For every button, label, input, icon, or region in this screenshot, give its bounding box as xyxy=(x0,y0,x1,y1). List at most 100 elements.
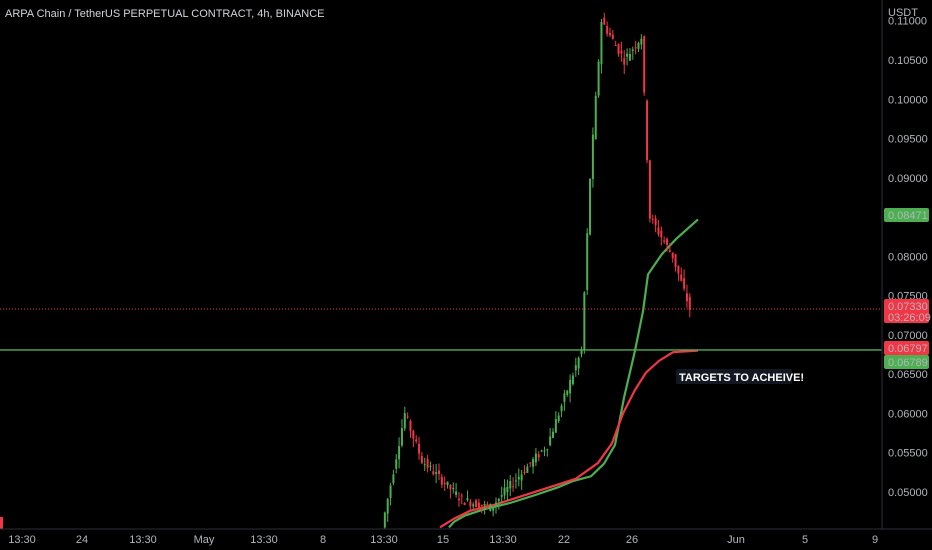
candle-body xyxy=(643,36,646,93)
candle-body xyxy=(597,61,600,96)
candle-body xyxy=(418,443,421,454)
candle-body xyxy=(680,274,683,281)
candle-body xyxy=(631,49,634,51)
candle-body xyxy=(395,459,398,469)
candle-body xyxy=(475,500,478,508)
candle-body xyxy=(549,436,552,446)
candle-body xyxy=(409,420,412,431)
candle-body xyxy=(415,439,418,442)
candle-body xyxy=(586,233,589,290)
time-tick-label: 24 xyxy=(76,534,88,546)
candle-body xyxy=(620,50,623,54)
candle-body xyxy=(483,503,486,506)
candle-body xyxy=(640,38,643,45)
candle-body xyxy=(557,415,560,421)
candle-body xyxy=(526,466,529,473)
candle-body xyxy=(646,100,649,161)
time-tick-label: 13:30 xyxy=(8,534,36,546)
candle-body xyxy=(614,45,617,47)
candle-body xyxy=(435,472,438,474)
price-badge-label: 0.07330 xyxy=(888,301,928,313)
candle-body xyxy=(600,22,603,65)
candle-body xyxy=(469,501,472,507)
candle-body xyxy=(654,218,657,226)
time-tick-label: 13:30 xyxy=(370,534,398,546)
time-tick-label: 15 xyxy=(437,534,449,546)
candle-body xyxy=(0,517,3,529)
time-tick-label: 13:30 xyxy=(489,534,517,546)
candle-body xyxy=(657,227,660,235)
time-axis[interactable]: 13:30 24 13:30 May 13:30 8 13:30 15 13:30 22 26 Jun… xyxy=(0,528,932,550)
candle-body xyxy=(666,238,668,245)
candle-body xyxy=(406,416,409,418)
target-horizontal-line[interactable] xyxy=(0,308,882,351)
price-tick-label: 0.06500 xyxy=(888,369,928,381)
candle-body xyxy=(392,474,395,484)
candle-body xyxy=(426,459,429,468)
candle-body xyxy=(623,58,626,65)
time-tick-label: 26 xyxy=(626,534,638,546)
candle-body xyxy=(492,506,495,511)
time-tick-label: 13:30 xyxy=(129,534,157,546)
candle-body xyxy=(543,450,546,452)
candle-body xyxy=(506,486,509,493)
price-tick-label: 0.06000 xyxy=(888,408,928,420)
price-tick-label: 0.07000 xyxy=(888,330,928,342)
price-axis[interactable]: 0.110000.105000.100000.095000.090000.085… xyxy=(881,0,932,550)
candle-body xyxy=(480,504,483,507)
candle-body xyxy=(463,502,466,506)
price-badge xyxy=(884,355,929,369)
candle-body xyxy=(386,498,389,514)
candle-body xyxy=(466,498,469,501)
candle-body xyxy=(609,32,611,36)
candle-body xyxy=(460,495,463,497)
candle-body xyxy=(398,446,401,460)
candle-body xyxy=(660,230,663,238)
candle-body xyxy=(423,464,426,466)
candle-body xyxy=(432,471,435,475)
candlesticks xyxy=(0,12,691,530)
time-tick-label: 9 xyxy=(872,534,878,546)
candle-body xyxy=(540,450,543,452)
candle-body xyxy=(455,491,458,495)
candle-body xyxy=(603,17,606,25)
candle-body xyxy=(523,471,526,474)
candle-body xyxy=(577,357,580,369)
candle-body xyxy=(403,412,406,429)
candle-body xyxy=(512,486,515,488)
candle-body xyxy=(532,459,535,467)
green-moving-average xyxy=(448,218,699,529)
candle-body xyxy=(617,44,620,54)
price-badge xyxy=(884,208,929,222)
price-badge-label: 0.06797 xyxy=(888,343,928,355)
time-tick-label: 22 xyxy=(558,534,570,546)
candle-body xyxy=(520,474,523,481)
candle-body xyxy=(554,419,557,433)
candle-body xyxy=(486,504,489,506)
candle-body xyxy=(634,47,637,49)
candle-body xyxy=(514,480,517,482)
candle-body xyxy=(477,502,480,509)
candle-body xyxy=(594,95,597,140)
candle-body xyxy=(628,53,631,61)
candle-body xyxy=(400,428,403,446)
candle-body xyxy=(580,349,583,355)
candle-body xyxy=(571,375,574,385)
price-tick-label: 0.10000 xyxy=(888,94,928,106)
time-tick-label: 13:30 xyxy=(250,534,278,546)
candle-body xyxy=(472,504,475,507)
candle-body xyxy=(563,393,566,402)
candle-body xyxy=(574,365,577,371)
price-tick-label: 0.09500 xyxy=(888,134,928,146)
time-tick-label: May xyxy=(194,534,215,546)
currency-label: USDT xyxy=(888,7,918,19)
candle-body xyxy=(383,512,386,528)
price-badge-label: 0.08471 xyxy=(888,210,928,222)
candle-body xyxy=(489,504,492,511)
price-tick-label: 0.05500 xyxy=(888,448,928,460)
candle-body xyxy=(685,293,688,302)
candle-body xyxy=(583,292,586,351)
candle-body xyxy=(443,482,446,485)
candle-body xyxy=(626,53,629,57)
